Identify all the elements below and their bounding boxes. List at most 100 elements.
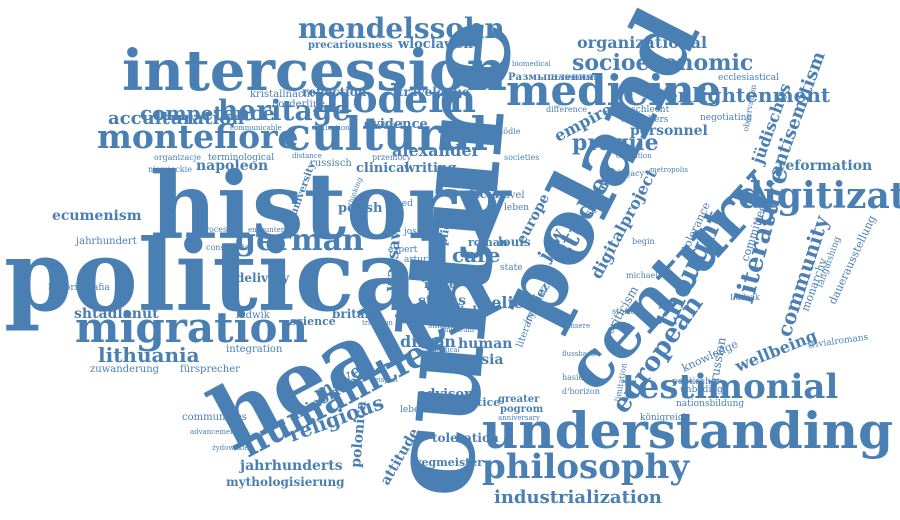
word-niemieckie: niemieckie	[148, 165, 192, 174]
word-zydowskie: żydowskie	[212, 444, 249, 452]
word-jahrhunderts: jahrhunderts	[238, 458, 343, 474]
word-medicine: medicine	[506, 66, 721, 115]
word-competence: competence	[140, 101, 275, 125]
word-precariousness: precariousness	[308, 40, 393, 51]
word-socioeconomic: socioeconomic	[572, 50, 753, 76]
word-state: state	[500, 263, 523, 273]
word-toleration: toleration	[432, 431, 499, 445]
word-greater: greater	[498, 394, 540, 405]
word-borderline: borderline	[272, 99, 325, 110]
word-political: political	[4, 219, 455, 334]
word-begin: begin	[632, 237, 655, 246]
word-clinical: clinical	[356, 161, 410, 176]
word-unsere: unsere	[566, 322, 590, 330]
word-distinction: distinction	[312, 124, 350, 132]
word-societies: societies	[504, 153, 539, 162]
word-pogrom: pogrom	[500, 404, 544, 415]
word-cultural: cultural	[283, 107, 488, 161]
word-writing: writing	[403, 161, 456, 176]
word-expert: expert	[388, 245, 418, 255]
word-terminological: terminological	[208, 153, 274, 163]
word-roman: roman	[468, 236, 508, 249]
word-evidence: evidence	[364, 117, 428, 132]
word-koniglich: königreich	[640, 413, 689, 423]
word-based: based	[386, 199, 413, 209]
word-advisory: advisory	[418, 387, 479, 402]
word-fursprecher: fürsprecher	[180, 364, 240, 375]
word-josel: josel	[403, 227, 425, 237]
word-mendelssohn: mendelssohn	[298, 12, 505, 45]
word-russisch: russisch	[310, 158, 352, 169]
word-wloclawek: wloclawek	[397, 37, 474, 52]
word-contribution: contribution	[552, 74, 596, 82]
word-louis: louis	[498, 235, 531, 249]
word-belief: belief	[480, 293, 532, 312]
word-factor: factor	[468, 188, 505, 201]
word-migration: migration	[75, 303, 308, 352]
word-trivialromans: trivialromans	[807, 333, 869, 351]
word-shtadlanut: shtadlanut	[74, 306, 159, 322]
word-ludwik-b: Ludwik	[730, 293, 760, 302]
word-jahrhundert: jahrhundert	[75, 236, 137, 247]
word-history: history	[150, 152, 512, 260]
word-polonica: polonica	[348, 400, 370, 468]
word-razmyshleniya: Размышления	[508, 72, 594, 83]
word-artur: artur	[404, 255, 428, 265]
word-organizacje: organizacje	[154, 153, 201, 162]
word-testimonial: testimonial	[622, 367, 838, 407]
word-organizational: organizational	[577, 33, 707, 52]
word-social: social	[438, 304, 477, 318]
word-communicable: communicable	[230, 124, 282, 132]
word-leben: leben	[504, 203, 529, 213]
word-unbedingt: unbedingt	[680, 385, 727, 395]
word-travel: travel	[495, 190, 525, 201]
word-integration: integration	[226, 344, 283, 355]
word-communities: communities	[182, 412, 247, 423]
word-enlightenment: enlightenment	[665, 83, 831, 107]
word-industrialization: industrialization	[494, 487, 662, 508]
word-vorstehers: vorstehers	[619, 115, 669, 125]
word-practice: practice	[450, 396, 500, 409]
word-ludwik: ludwik	[236, 310, 271, 321]
word-beispiel: beispiel	[370, 376, 398, 384]
word-dileon: dileon	[400, 332, 456, 351]
word-reformation: reformation	[778, 158, 872, 174]
word-human: human	[458, 336, 512, 352]
word-metropolis: metropolis	[650, 166, 688, 174]
word-intercession: intercession	[122, 38, 507, 104]
word-encounter: encounter	[248, 226, 285, 234]
word-napoleon: napoleon	[196, 158, 268, 174]
word-alexander: alexander	[392, 141, 481, 160]
word-tradition: tradition	[362, 319, 393, 327]
word-polish: polish	[338, 201, 383, 216]
word-dhorizon: d'horizon	[562, 387, 600, 396]
word-mose: mose	[424, 278, 456, 291]
word-biomedical: biomedical	[512, 60, 552, 68]
word-care: care	[452, 243, 500, 267]
word-modern: modern	[312, 76, 476, 121]
word-michael: michael	[626, 271, 658, 280]
word-medical: medical	[432, 346, 461, 354]
word-freedland: freedland	[364, 121, 403, 130]
word-negotiating: negotiating	[700, 113, 752, 123]
word-geschlecht: geschlecht	[620, 105, 670, 115]
word-simple: simple	[428, 321, 455, 330]
word-ecumenism: ecumenism	[52, 208, 142, 224]
word-politischer: politischer	[672, 377, 721, 387]
word-lithuania: lithuania	[98, 343, 200, 367]
word-reflection: reflection	[302, 85, 367, 99]
word-travelogue: travelogue	[398, 85, 470, 99]
word-zuwanderung: zuwanderung	[90, 364, 160, 375]
word-delivery: delivery	[236, 271, 290, 285]
word-personnel: personnel	[630, 123, 708, 139]
word-hasidic: hasidic	[562, 373, 591, 382]
word-flussbach: flussbach	[562, 350, 596, 358]
word-nationsbildung: nationsbildung	[676, 399, 744, 409]
word-muzeum: muzeum	[444, 326, 474, 334]
word-lebenswelt: lebenswelt	[400, 405, 450, 415]
word-komodie: komödie	[486, 127, 521, 136]
word-wegmeister: wegmeister	[411, 456, 483, 469]
word-przemocy: przemocy	[372, 153, 412, 162]
word-digitization: digitization	[738, 175, 900, 217]
word-britain: britain	[332, 307, 378, 321]
